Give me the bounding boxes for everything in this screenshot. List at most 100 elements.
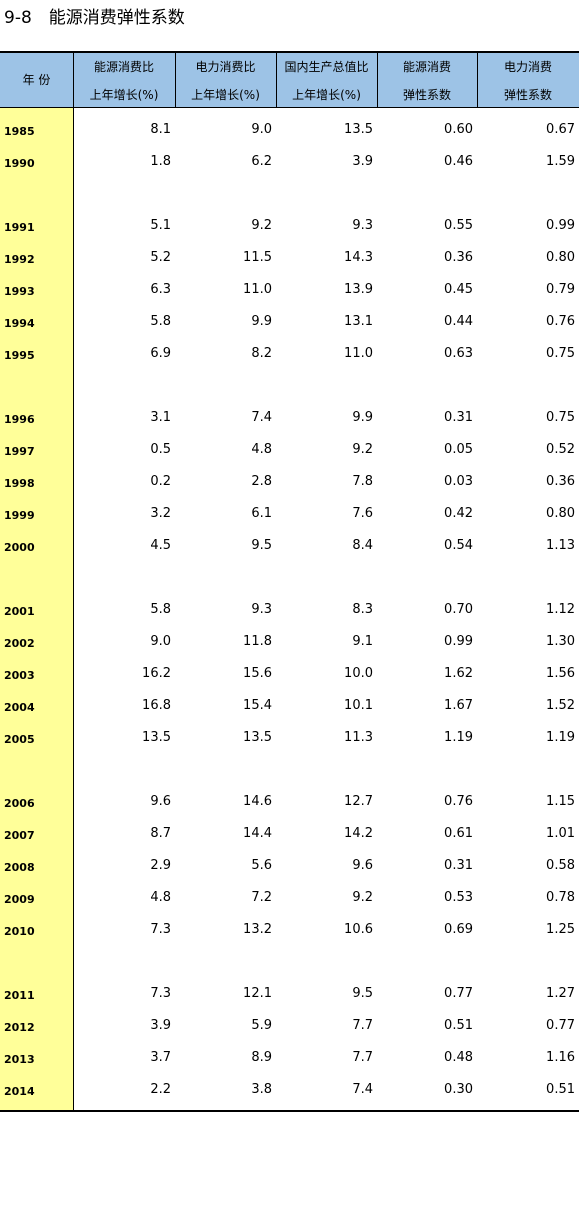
value-cell: 0.46 bbox=[444, 154, 473, 169]
value-cell: 11.3 bbox=[344, 730, 373, 745]
year-cell: 2013 bbox=[4, 1053, 35, 1066]
value-cell: 0.52 bbox=[546, 442, 575, 457]
value-cell: 0.51 bbox=[444, 1018, 473, 1033]
value-cell: 8.3 bbox=[352, 602, 373, 617]
value-cell: 14.3 bbox=[344, 250, 373, 265]
value-cell: 0.58 bbox=[546, 858, 575, 873]
value-cell: 4.5 bbox=[150, 538, 171, 553]
value-cell: 0.48 bbox=[444, 1050, 473, 1065]
year-cell: 1999 bbox=[4, 509, 35, 522]
value-cell: 1.19 bbox=[444, 730, 473, 745]
value-cell: 2.9 bbox=[150, 858, 171, 873]
year-cell: 1993 bbox=[4, 285, 35, 298]
value-cell: 1.30 bbox=[546, 634, 575, 649]
value-cell: 9.1 bbox=[352, 634, 373, 649]
header-text: 上年增长(%) bbox=[292, 88, 361, 102]
value-cell: 8.1 bbox=[150, 122, 171, 137]
value-cell: 13.2 bbox=[243, 922, 272, 937]
value-cell: 14.6 bbox=[243, 794, 272, 809]
value-cell: 7.2 bbox=[251, 890, 272, 905]
value-cell: 3.2 bbox=[150, 506, 171, 521]
value-cell: 3.9 bbox=[352, 154, 373, 169]
header-text: 能源消费比 bbox=[93, 60, 154, 74]
value-cell: 12.7 bbox=[344, 794, 373, 809]
value-cell: 1.12 bbox=[546, 602, 575, 617]
value-cell: 2.8 bbox=[251, 474, 272, 489]
year-cell: 1992 bbox=[4, 253, 35, 266]
value-cell: 1.8 bbox=[150, 154, 171, 169]
header-separator bbox=[477, 52, 478, 108]
value-cell: 5.6 bbox=[251, 858, 272, 873]
value-cell: 0.67 bbox=[546, 122, 575, 137]
value-cell: 9.6 bbox=[352, 858, 373, 873]
value-cell: 0.31 bbox=[444, 410, 473, 425]
value-cell: 9.0 bbox=[251, 122, 272, 137]
value-cell: 7.7 bbox=[352, 1050, 373, 1065]
value-cell: 9.9 bbox=[251, 314, 272, 329]
value-cell: 1.25 bbox=[546, 922, 575, 937]
value-cell: 0.77 bbox=[546, 1018, 575, 1033]
value-cell: 6.1 bbox=[251, 506, 272, 521]
header-text: 电力消费 bbox=[503, 60, 552, 74]
value-cell: 0.78 bbox=[546, 890, 575, 905]
header-text: 能源消费 bbox=[402, 60, 451, 74]
year-cell: 1991 bbox=[4, 221, 35, 234]
value-cell: 3.1 bbox=[150, 410, 171, 425]
header-text: 弹性系数 bbox=[503, 88, 552, 102]
value-cell: 3.8 bbox=[251, 1082, 272, 1097]
value-cell: 0.36 bbox=[546, 474, 575, 489]
value-cell: 0.31 bbox=[444, 858, 473, 873]
value-cell: 0.42 bbox=[444, 506, 473, 521]
year-cell: 2012 bbox=[4, 1021, 35, 1034]
year-cell: 1996 bbox=[4, 413, 35, 426]
value-cell: 1.15 bbox=[546, 794, 575, 809]
value-cell: 1.27 bbox=[546, 986, 575, 1001]
value-cell: 0.80 bbox=[546, 250, 575, 265]
value-cell: 4.8 bbox=[251, 442, 272, 457]
header-separator bbox=[175, 52, 176, 108]
year-cell: 2005 bbox=[4, 733, 35, 746]
value-cell: 0.99 bbox=[444, 634, 473, 649]
year-cell: 2010 bbox=[4, 925, 35, 938]
value-cell: 13.9 bbox=[344, 282, 373, 297]
value-cell: 0.44 bbox=[444, 314, 473, 329]
value-cell: 0.5 bbox=[150, 442, 171, 457]
value-cell: 15.4 bbox=[243, 698, 272, 713]
value-cell: 1.59 bbox=[546, 154, 575, 169]
value-cell: 9.3 bbox=[352, 218, 373, 233]
value-cell: 5.2 bbox=[150, 250, 171, 265]
year-cell: 2014 bbox=[4, 1085, 35, 1098]
header-background bbox=[0, 52, 579, 108]
header-rule bbox=[0, 107, 579, 108]
year-cell: 2002 bbox=[4, 637, 35, 650]
value-cell: 0.51 bbox=[546, 1082, 575, 1097]
value-cell: 15.6 bbox=[243, 666, 272, 681]
value-cell: 16.2 bbox=[142, 666, 171, 681]
value-cell: 8.7 bbox=[150, 826, 171, 841]
year-cell: 2001 bbox=[4, 605, 35, 618]
value-cell: 1.13 bbox=[546, 538, 575, 553]
value-cell: 5.1 bbox=[150, 218, 171, 233]
top-rule bbox=[0, 51, 579, 53]
value-cell: 5.8 bbox=[150, 602, 171, 617]
value-cell: 0.2 bbox=[150, 474, 171, 489]
year-column-background bbox=[0, 108, 73, 1111]
value-cell: 0.63 bbox=[444, 346, 473, 361]
value-cell: 11.0 bbox=[344, 346, 373, 361]
year-cell: 2003 bbox=[4, 669, 35, 682]
value-cell: 0.55 bbox=[444, 218, 473, 233]
value-cell: 0.60 bbox=[444, 122, 473, 137]
bottom-rule bbox=[0, 1110, 579, 1112]
value-cell: 0.77 bbox=[444, 986, 473, 1001]
value-cell: 0.30 bbox=[444, 1082, 473, 1097]
value-cell: 13.5 bbox=[243, 730, 272, 745]
value-cell: 11.5 bbox=[243, 250, 272, 265]
value-cell: 0.75 bbox=[546, 346, 575, 361]
year-cell: 1998 bbox=[4, 477, 35, 490]
value-cell: 6.2 bbox=[251, 154, 272, 169]
value-cell: 0.03 bbox=[444, 474, 473, 489]
value-cell: 2.2 bbox=[150, 1082, 171, 1097]
value-cell: 8.9 bbox=[251, 1050, 272, 1065]
value-cell: 0.76 bbox=[444, 794, 473, 809]
value-cell: 9.5 bbox=[352, 986, 373, 1001]
